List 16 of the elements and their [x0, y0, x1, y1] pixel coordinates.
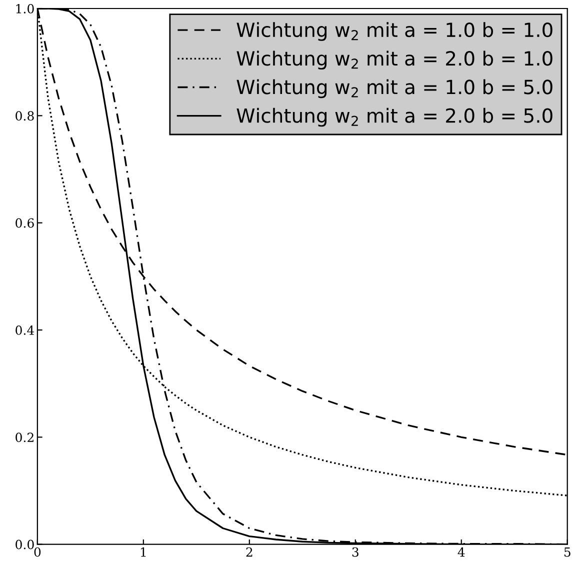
x-tick-label: 5: [564, 547, 570, 557]
y-tick-label: 0.2: [16, 432, 34, 442]
x-tick-label: 2: [246, 547, 252, 557]
legend-label: Wichtung w$_{2}$ mit a = 1.0 b = 1.0: [236, 22, 552, 41]
y-tick-label: 0.0: [16, 540, 34, 550]
x-tick-label: 4: [458, 547, 465, 557]
y-tick-label: 0.6: [16, 218, 34, 228]
x-tick-label: 3: [352, 547, 358, 557]
legend-label: Wichtung w$_{2}$ mit a = 1.0 b = 5.0: [236, 79, 552, 98]
x-tick-label: 1: [140, 547, 146, 557]
legend-label: Wichtung w$_{2}$ mit a = 2.0 b = 1.0: [236, 50, 552, 70]
y-tick-label: 1.0: [16, 4, 34, 14]
legend-label: Wichtung w$_{2}$ mit a = 2.0 b = 5.0: [236, 108, 552, 127]
y-tick-label: 0.8: [16, 111, 34, 121]
y-tick-label: 0.4: [16, 325, 34, 335]
x-tick-label: 0: [34, 547, 41, 557]
